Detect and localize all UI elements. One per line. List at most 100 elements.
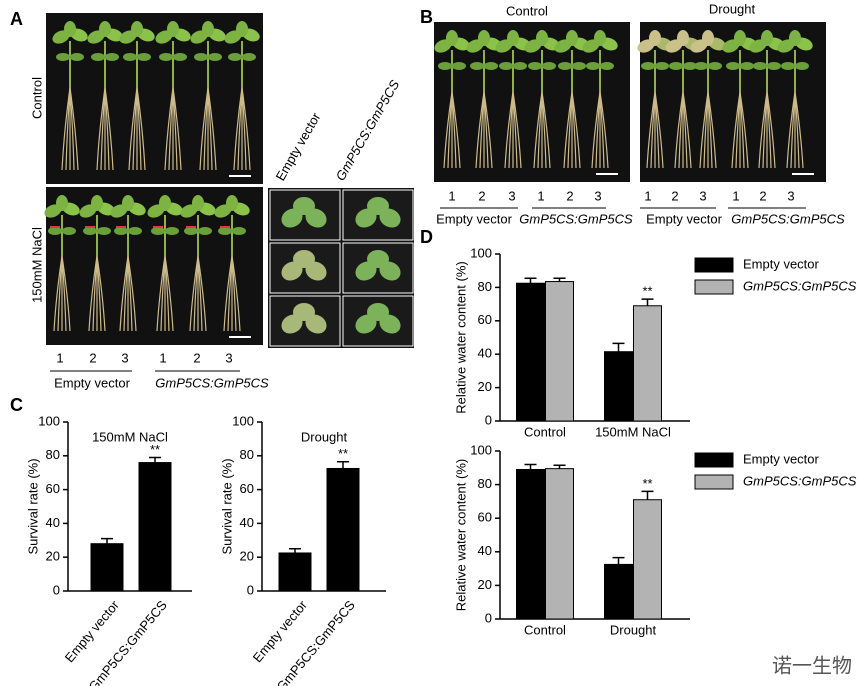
root	[739, 91, 749, 169]
x-tick-label: Control	[524, 622, 566, 637]
leaflet	[367, 303, 389, 321]
leaf	[781, 62, 795, 70]
leaf	[669, 62, 683, 70]
leaf	[91, 195, 103, 211]
leaf	[677, 30, 689, 46]
error-bar	[289, 548, 301, 553]
row-label: Control	[29, 77, 44, 119]
chart-title: Drought	[301, 429, 348, 444]
condition-label: Control	[506, 3, 548, 18]
bar	[545, 281, 574, 422]
leaf	[56, 195, 68, 211]
leaflet	[367, 197, 389, 215]
root	[766, 91, 776, 169]
leaf	[151, 227, 165, 235]
leaf	[167, 21, 179, 37]
y-tick-label: 60	[478, 312, 492, 327]
root	[104, 87, 114, 171]
y-tick-label: 80	[240, 447, 254, 462]
leaf	[767, 62, 781, 70]
row-label: 150mM NaCl	[29, 227, 44, 303]
root	[61, 255, 71, 332]
leaf	[99, 21, 111, 37]
significance: **	[642, 476, 652, 491]
leaflet	[355, 208, 377, 228]
y-tick-label: 60	[46, 481, 60, 496]
error-bar	[149, 456, 161, 463]
error-bar	[641, 490, 654, 500]
leaf	[184, 227, 198, 235]
leaf	[202, 21, 214, 37]
leaf	[114, 227, 128, 235]
leaf	[499, 62, 513, 70]
leaf	[484, 62, 498, 70]
y-tick-label: 60	[240, 481, 254, 496]
leaflet	[355, 261, 377, 281]
column-label: Empty vector	[273, 109, 324, 183]
leaf	[105, 53, 119, 61]
leaf	[97, 227, 111, 235]
panel-label: C	[10, 395, 23, 415]
leaf	[600, 62, 614, 70]
leaflet	[293, 197, 315, 215]
root	[541, 91, 551, 169]
y-tick-label: 0	[247, 582, 254, 597]
root	[682, 91, 692, 169]
lane-label: 1	[732, 188, 739, 203]
error-bar	[101, 537, 113, 544]
root	[794, 91, 804, 169]
leaf	[740, 62, 754, 70]
y-tick-label: 80	[46, 447, 60, 462]
y-axis-label: Relative water content (%)	[453, 261, 468, 413]
leaflet	[293, 250, 315, 268]
photos	[44, 13, 826, 348]
lane-label: 2	[89, 350, 96, 365]
leaf	[122, 195, 134, 211]
y-tick-label: 20	[240, 549, 254, 564]
leaf	[789, 30, 801, 46]
leaf	[542, 62, 556, 70]
y-tick-label: 20	[478, 379, 492, 394]
lane-label: 3	[699, 188, 706, 203]
leaf	[734, 30, 746, 46]
group-label: GmP5CS:GmP5CS	[155, 375, 269, 390]
y-axis-label: Survival rate (%)	[219, 458, 234, 554]
leaf	[131, 21, 143, 37]
lane-label: 2	[193, 350, 200, 365]
error-bar	[553, 277, 566, 282]
y-tick-label: 60	[478, 510, 492, 525]
root	[483, 91, 493, 169]
leaf	[708, 62, 722, 70]
root	[654, 91, 664, 169]
leaf	[641, 62, 655, 70]
lane-label: 2	[566, 188, 573, 203]
leaf	[446, 30, 458, 46]
x-tick-label: Control	[524, 424, 566, 439]
leaf	[536, 30, 548, 46]
leaf	[194, 53, 208, 61]
leaf	[159, 195, 171, 211]
leaf	[218, 227, 232, 235]
root	[207, 87, 217, 171]
y-axis-label: Relative water content (%)	[453, 459, 468, 611]
root	[599, 91, 609, 169]
bar	[278, 552, 312, 592]
legend-swatch	[694, 257, 734, 273]
bar	[604, 351, 633, 422]
root	[707, 91, 717, 169]
panel-label: B	[420, 7, 433, 27]
leaf	[655, 62, 669, 70]
lane-label: 1	[159, 350, 166, 365]
error-bar	[641, 298, 654, 306]
root	[127, 255, 137, 332]
legend-label: Empty vector	[743, 451, 820, 466]
lane-label: 2	[671, 188, 678, 203]
error-bar	[612, 342, 625, 352]
leaf	[528, 62, 542, 70]
leaf	[694, 62, 708, 70]
leaf	[83, 227, 97, 235]
lane-label: 1	[537, 188, 544, 203]
leaf	[165, 227, 179, 235]
leaf	[594, 30, 606, 46]
